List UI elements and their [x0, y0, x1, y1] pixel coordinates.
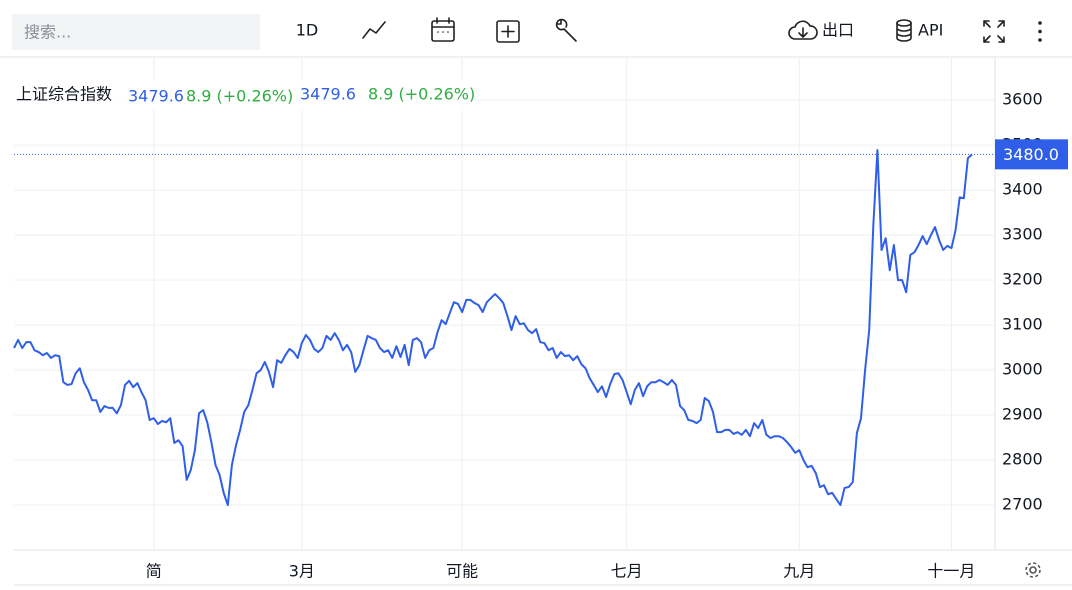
api-button[interactable]: API — [896, 19, 943, 42]
x-tick-label: 十一月 — [927, 562, 975, 581]
export-button[interactable]: 出口 — [788, 20, 854, 40]
interval-button[interactable]: 1D — [296, 21, 319, 40]
fullscreen-button[interactable] — [983, 20, 1005, 43]
search-placeholder: 搜索... — [24, 23, 71, 42]
y-tick-label: 2700 — [1002, 495, 1043, 514]
search-box[interactable] — [12, 14, 260, 50]
y-tick-label: 3300 — [1002, 225, 1043, 244]
chart-settings-button[interactable] — [1025, 562, 1041, 578]
y-tick-label: 3600 — [1002, 90, 1043, 109]
last-price-box — [995, 139, 1068, 170]
x-tick-label: 简 — [146, 562, 162, 581]
y-tick-label: 3000 — [1002, 360, 1043, 379]
settings-tool-button[interactable] — [555, 18, 577, 42]
more-menu-button[interactable] — [1038, 21, 1042, 42]
date-range-button[interactable] — [431, 17, 455, 42]
chart-type-button[interactable] — [362, 21, 386, 39]
legend-value: 3479.6 — [128, 87, 184, 106]
x-tick-label: 七月 — [611, 562, 643, 581]
x-tick-label: 九月 — [783, 562, 815, 581]
y-tick-label: 3200 — [1002, 270, 1043, 289]
y-tick-label: 3100 — [1002, 315, 1043, 334]
x-tick-label: 3月 — [289, 562, 315, 581]
price-line — [13, 149, 973, 507]
y-tick-label: 3400 — [1002, 180, 1043, 199]
legend-change: 8.9 (+0.26%) — [368, 85, 475, 104]
add-indicator-button[interactable] — [496, 20, 520, 43]
x-tick-label: 可能 — [446, 562, 478, 581]
legend-series-name: 上证综合指数 — [16, 85, 112, 104]
legend-change: 8.9 (+0.26%) — [186, 87, 293, 106]
y-tick-label: 2900 — [1002, 405, 1043, 424]
api-label: API — [918, 21, 943, 40]
legend-value: 3479.6 — [300, 85, 356, 104]
legend-background — [12, 80, 476, 110]
plot-area — [13, 57, 995, 550]
export-label: 出口 — [822, 21, 854, 40]
last-price-label: 3480.0 — [1003, 145, 1059, 164]
y-tick-label: 2800 — [1002, 450, 1043, 469]
